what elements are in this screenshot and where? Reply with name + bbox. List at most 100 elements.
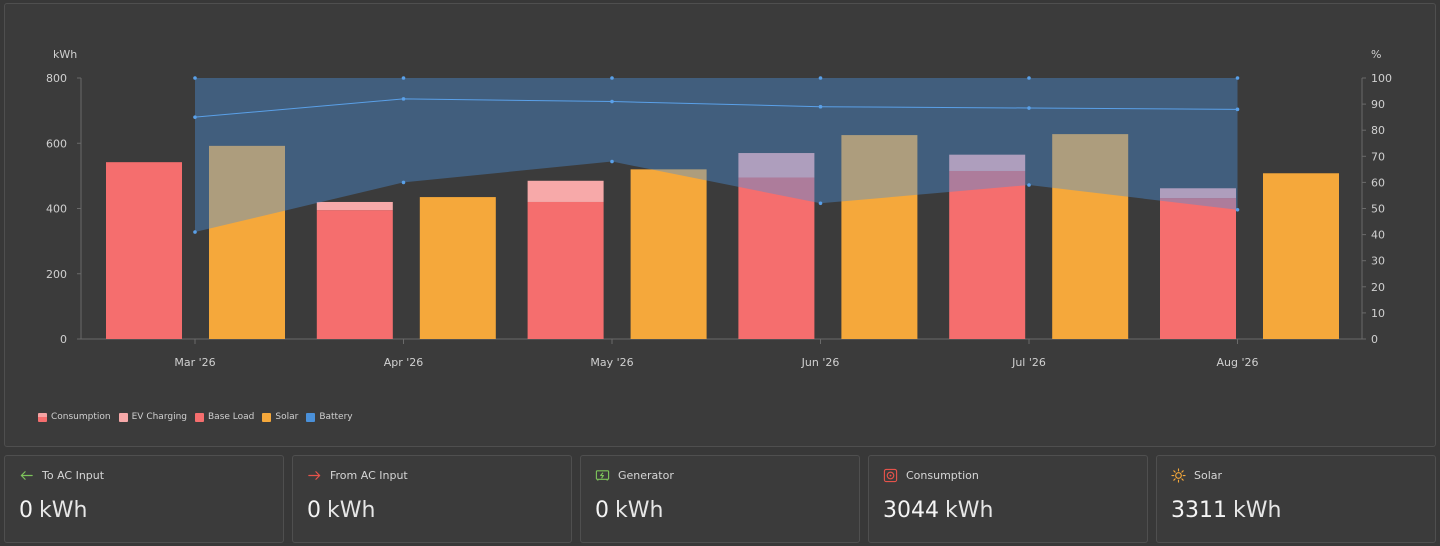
legend-swatch-ev-charging	[118, 412, 128, 422]
axes	[77, 77, 1366, 344]
arrow-right-icon	[308, 471, 321, 480]
legend-item-ev-charging[interactable]: EV Charging	[118, 412, 187, 422]
right-tick-label: 60	[1371, 176, 1385, 189]
x-tick-label: May '26	[590, 356, 633, 369]
battery-max-point	[610, 76, 614, 80]
bar-base-load	[738, 177, 815, 339]
bar-base-load	[527, 201, 604, 339]
x-tick-label: Aug '26	[1217, 356, 1259, 369]
bar-ev-charging	[949, 154, 1026, 171]
bar-ev-charging	[1160, 188, 1236, 199]
card-solar[interactable]: Solar 3311 kWh	[1156, 455, 1436, 543]
battery-max-point	[193, 76, 197, 80]
tick-labels: kWh % 0 200 400 600 800 0 10 20 30 40 50 60 70 80 90 100 M…	[46, 48, 1392, 369]
battery-min-point	[1027, 183, 1031, 187]
x-tick-label: Mar '26	[174, 356, 215, 369]
card-value: 3044	[883, 498, 939, 523]
legend-swatch-solar	[262, 412, 272, 422]
battery-max-point	[818, 76, 823, 80]
generator-icon	[595, 470, 610, 481]
battery-avg-point	[818, 104, 823, 109]
card-value: 0	[307, 498, 321, 523]
bar-base-load	[1160, 198, 1236, 339]
right-tick-label: 100	[1371, 72, 1392, 85]
battery-min-point	[818, 201, 823, 206]
battery-range-area	[195, 78, 1238, 232]
bar-solar	[1052, 134, 1129, 339]
bar-ev-charging	[738, 153, 815, 178]
legend-label: Consumption	[51, 412, 111, 422]
bar-solar	[630, 169, 707, 339]
right-tick-label: 90	[1371, 98, 1385, 111]
battery-avg-point	[1235, 107, 1240, 112]
card-to-ac-input[interactable]: To AC Input 0 kWh	[4, 455, 284, 543]
left-axis-unit: kWh	[53, 48, 77, 61]
legend-item-solar[interactable]: Solar	[262, 412, 298, 422]
card-value: 0	[19, 498, 33, 523]
card-value: 3311	[1171, 498, 1227, 523]
legend-swatch-consumption	[38, 412, 47, 422]
legend-item-base-load[interactable]: Base Load	[195, 412, 254, 422]
legend-item-consumption[interactable]: Consumption	[38, 412, 111, 422]
battery-band	[193, 76, 1240, 234]
bar-solar	[1263, 173, 1339, 339]
card-label: From AC Input	[330, 469, 408, 482]
legend: Consumption EV Charging Base Load Solar …	[38, 412, 353, 422]
battery-avg-point	[610, 99, 614, 104]
left-tick-label: 200	[46, 268, 67, 281]
battery-min-point	[610, 159, 614, 164]
card-unit: kWh	[615, 498, 664, 523]
card-label: Consumption	[906, 469, 979, 482]
arrow-left-icon	[20, 471, 33, 480]
left-tick-label: 800	[46, 72, 67, 85]
legend-label: Solar	[275, 412, 299, 422]
right-tick-label: 50	[1371, 203, 1385, 216]
battery-avg-point	[401, 97, 406, 101]
right-tick-label: 20	[1371, 281, 1385, 294]
card-label: Solar	[1194, 469, 1223, 482]
bar-solar	[419, 197, 496, 339]
card-unit: kWh	[945, 498, 994, 523]
bar-solar	[841, 135, 918, 339]
summary-cards: To AC Input 0 kWh From AC Input 0 kWh Gene…	[4, 455, 1436, 543]
card-consumption[interactable]: Consumption 3044 kWh	[868, 455, 1148, 543]
energy-chart: kWh % 0 200 400 600 800 0 10 20 30 40 50 60 70 80 90 100 M…	[46, 48, 1392, 369]
left-tick-label: 600	[46, 137, 67, 150]
right-tick-label: 0	[1371, 333, 1378, 346]
battery-max-point	[1235, 76, 1240, 80]
consumption-icon	[883, 468, 898, 483]
card-label: To AC Input	[42, 469, 105, 482]
left-tick-label: 0	[60, 333, 67, 346]
x-tick-label: Apr '26	[384, 356, 424, 369]
card-value: 0	[595, 498, 609, 523]
x-tick-label: Jul '26	[1011, 356, 1046, 369]
battery-avg-point	[193, 115, 197, 119]
bar-ev-charging	[316, 201, 393, 211]
legend-label: EV Charging	[131, 412, 187, 422]
battery-min-point	[1235, 208, 1240, 212]
sun-icon	[1171, 468, 1186, 483]
bar-base-load	[106, 162, 182, 339]
card-unit: kWh	[1233, 498, 1282, 523]
bar-base-load	[949, 170, 1026, 339]
legend-swatch-battery	[306, 412, 316, 422]
right-axis-unit: %	[1371, 48, 1381, 61]
bar-base-load	[316, 210, 393, 339]
x-tick-label: Jun '26	[801, 356, 840, 369]
legend-label: Base Load	[208, 412, 255, 422]
card-generator[interactable]: Generator 0 kWh	[580, 455, 860, 543]
legend-item-battery[interactable]: Battery	[306, 412, 353, 422]
card-from-ac-input[interactable]: From AC Input 0 kWh	[292, 455, 572, 543]
legend-swatch-base-load	[195, 412, 204, 422]
battery-min-point	[193, 230, 197, 234]
battery-avg-line	[194, 98, 1238, 118]
battery-max-point	[401, 76, 406, 80]
chart-panel: kWh% 0 200 400 600 800 0 10 20 30 40 50 60 70 80 90 100 M…	[4, 3, 1436, 447]
card-unit: kWh	[327, 498, 376, 523]
right-tick-label: 40	[1371, 229, 1385, 242]
right-tick-label: 70	[1371, 150, 1385, 163]
battery-min-point	[401, 180, 406, 185]
bar-solar	[209, 145, 285, 339]
legend-label: Battery	[319, 412, 353, 422]
right-tick-label: 80	[1371, 124, 1385, 137]
